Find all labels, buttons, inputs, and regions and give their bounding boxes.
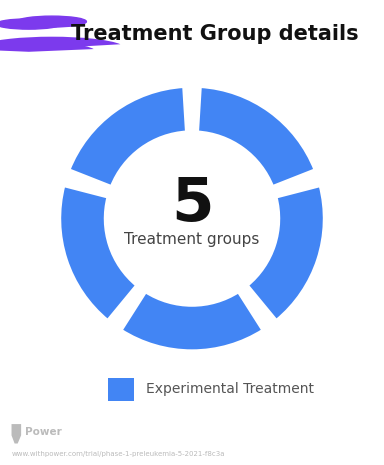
Polygon shape	[12, 424, 21, 444]
Wedge shape	[69, 86, 187, 187]
Wedge shape	[60, 186, 137, 321]
Text: Power: Power	[25, 427, 62, 437]
Text: Treatment Group details: Treatment Group details	[71, 24, 359, 44]
Wedge shape	[0, 41, 94, 52]
Wedge shape	[197, 86, 315, 187]
Text: Treatment groups: Treatment groups	[124, 232, 260, 247]
Text: www.withpower.com/trial/phase-1-preleukemia-5-2021-f8c3a: www.withpower.com/trial/phase-1-preleuke…	[12, 451, 225, 457]
Wedge shape	[0, 37, 121, 48]
Wedge shape	[247, 186, 324, 321]
Text: Experimental Treatment: Experimental Treatment	[146, 382, 314, 396]
Wedge shape	[121, 292, 263, 351]
Circle shape	[0, 19, 61, 29]
Text: 5: 5	[171, 175, 213, 234]
Circle shape	[17, 16, 86, 27]
FancyBboxPatch shape	[108, 378, 134, 401]
